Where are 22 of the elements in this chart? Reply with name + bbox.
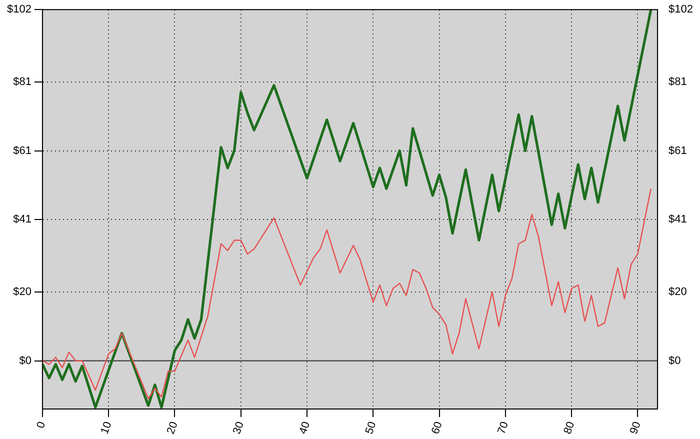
y-tick-label: $81 <box>13 76 32 88</box>
x-tick-label: 30 <box>231 420 247 436</box>
x-tick-label: 90 <box>628 420 644 436</box>
x-tick-label: 70 <box>496 420 512 436</box>
y2-tick-label: $41 <box>668 214 687 226</box>
y-tick-label: $102 <box>6 4 32 16</box>
x-tick-label: 0 <box>34 420 48 430</box>
x-tick-label: 80 <box>562 420 578 436</box>
x-tick-label: 60 <box>429 420 445 436</box>
x-tick-label: 40 <box>297 420 313 436</box>
y-tick-label: $0 <box>19 354 32 367</box>
y2-tick-label: $102 <box>668 4 694 16</box>
y-tick-label: $20 <box>13 286 32 298</box>
x-tick-label: 10 <box>98 420 114 436</box>
y2-tick-label: $81 <box>668 76 687 88</box>
y2-tick-label: $61 <box>668 144 687 157</box>
y-tick-label: $61 <box>13 144 32 157</box>
y2-tick-label: $0 <box>668 354 681 367</box>
x-tick-label: 50 <box>363 420 379 436</box>
x-tick-label: 20 <box>164 420 180 436</box>
y-tick-label: $41 <box>13 214 32 226</box>
y2-tick-label: $20 <box>668 286 687 298</box>
